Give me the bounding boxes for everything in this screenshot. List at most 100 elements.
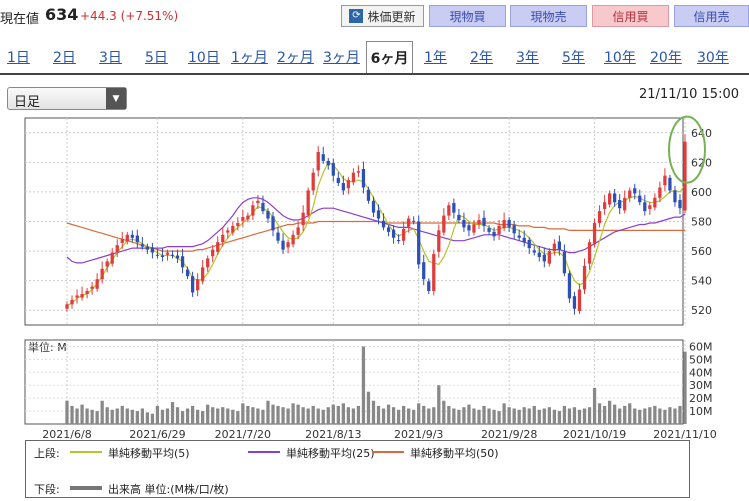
candle-body — [567, 273, 572, 299]
tab-1m[interactable]: 1ヶ月 — [231, 50, 268, 66]
volume-bar — [412, 409, 416, 424]
volume-bar — [437, 385, 441, 424]
volume-bar — [296, 404, 300, 424]
tab-1d[interactable]: 1日 — [7, 50, 30, 66]
candle-body — [497, 225, 501, 235]
margin-sell-button[interactable]: 信用売 — [674, 5, 749, 27]
tab-3m[interactable]: 3ヶ月 — [323, 50, 360, 66]
volume-bar — [351, 408, 356, 424]
volume-bar — [326, 407, 330, 424]
volume-bar — [256, 408, 260, 424]
candle-body — [130, 234, 134, 238]
volume-bar — [572, 407, 577, 424]
volume-bar — [457, 409, 461, 424]
candle-body — [150, 247, 155, 253]
tab-10d[interactable]: 10日 — [188, 50, 220, 66]
spot-sell-button[interactable]: 現物売 — [510, 5, 587, 27]
volume-bar — [407, 408, 411, 424]
volume-bar — [85, 408, 89, 424]
candle-body — [196, 279, 200, 291]
tab-3d[interactable]: 3日 — [99, 50, 122, 66]
volume-bar — [648, 407, 652, 424]
volume-bar — [562, 405, 567, 424]
tab-5y[interactable]: 5年 — [562, 50, 585, 66]
candle-body — [442, 215, 446, 233]
tab-6m[interactable]: 6ヶ月 — [366, 41, 413, 73]
latest-candle-highlight — [668, 115, 706, 184]
candle-body — [241, 217, 245, 221]
tab-20y[interactable]: 20年 — [650, 50, 682, 66]
candle-body — [190, 276, 195, 293]
candle-body — [70, 299, 74, 305]
candle-body — [432, 254, 436, 291]
volume-bar — [618, 408, 622, 424]
price-update-label: 株価更新 — [367, 9, 416, 24]
spot-buy-button[interactable]: 現物買 — [429, 5, 506, 27]
volume-bar — [668, 407, 672, 424]
tab-5d[interactable]: 5日 — [145, 50, 168, 66]
candle-body — [477, 220, 481, 225]
tab-10y[interactable]: 10年 — [604, 50, 636, 66]
candle-body — [562, 251, 567, 274]
volume-bar — [135, 411, 139, 424]
legend-ma5-swatch — [70, 451, 102, 453]
candle-body — [251, 205, 255, 216]
x-tick-label: 2021/8/13 — [305, 428, 361, 441]
candle-body — [452, 203, 456, 213]
price-y-tick-label: 580 — [691, 216, 712, 229]
volume-bar — [507, 407, 511, 424]
candle-body — [105, 261, 109, 267]
volume-bar — [281, 407, 285, 424]
candle-body — [592, 222, 597, 245]
volume-bar — [673, 408, 677, 424]
candle-body — [602, 202, 607, 209]
volume-bar — [381, 408, 386, 424]
candle-body — [366, 189, 371, 201]
tab-2d[interactable]: 2日 — [53, 50, 76, 66]
tab-2m[interactable]: 2ヶ月 — [277, 50, 314, 66]
candle-body — [653, 197, 657, 208]
candle-body — [608, 193, 612, 205]
candle-body — [447, 205, 451, 216]
volume-bar — [597, 403, 602, 424]
volume-bar — [160, 409, 165, 424]
volume-bar — [140, 408, 144, 424]
volume-unit-title: 単位: M — [28, 340, 67, 354]
volume-bar — [462, 407, 466, 424]
candle-body — [256, 200, 260, 204]
volume-bar — [236, 411, 240, 424]
tab-3y[interactable]: 3年 — [516, 50, 539, 66]
candle-body — [472, 224, 476, 233]
volume-bar — [517, 409, 521, 424]
volume-bar — [587, 407, 592, 424]
price-update-button[interactable]: ⟳ 株価更新 — [341, 5, 424, 27]
volume-bar — [492, 409, 496, 424]
candle-body — [351, 172, 356, 183]
tab-2y[interactable]: 2年 — [470, 50, 493, 66]
volume-bar — [165, 408, 170, 424]
candle-body — [673, 190, 677, 203]
volume-bar — [557, 411, 562, 424]
volume-bar — [261, 409, 265, 424]
candle-body — [261, 203, 265, 212]
volume-bar — [90, 409, 94, 424]
volume-bar — [628, 403, 632, 424]
margin-buy-button[interactable]: 信用買 — [592, 5, 669, 27]
candle-body — [427, 281, 431, 291]
volume-bar — [678, 405, 682, 424]
volume-bar — [623, 405, 627, 424]
volume-bar — [467, 404, 471, 424]
interval-select[interactable]: 日足 ▼ — [7, 87, 127, 110]
candle-body — [391, 229, 396, 238]
tab-1y[interactable]: 1年 — [424, 50, 447, 66]
candle-body — [417, 221, 421, 265]
volume-bar — [211, 407, 215, 424]
volume-bar — [145, 412, 150, 424]
tab-30y[interactable]: 30年 — [697, 50, 729, 66]
candle-body — [396, 239, 401, 241]
price-y-tick-label: 620 — [691, 156, 712, 169]
candle-body — [135, 235, 139, 243]
candle-body — [120, 239, 124, 243]
volume-bar — [190, 405, 195, 424]
candle-body — [512, 225, 516, 234]
